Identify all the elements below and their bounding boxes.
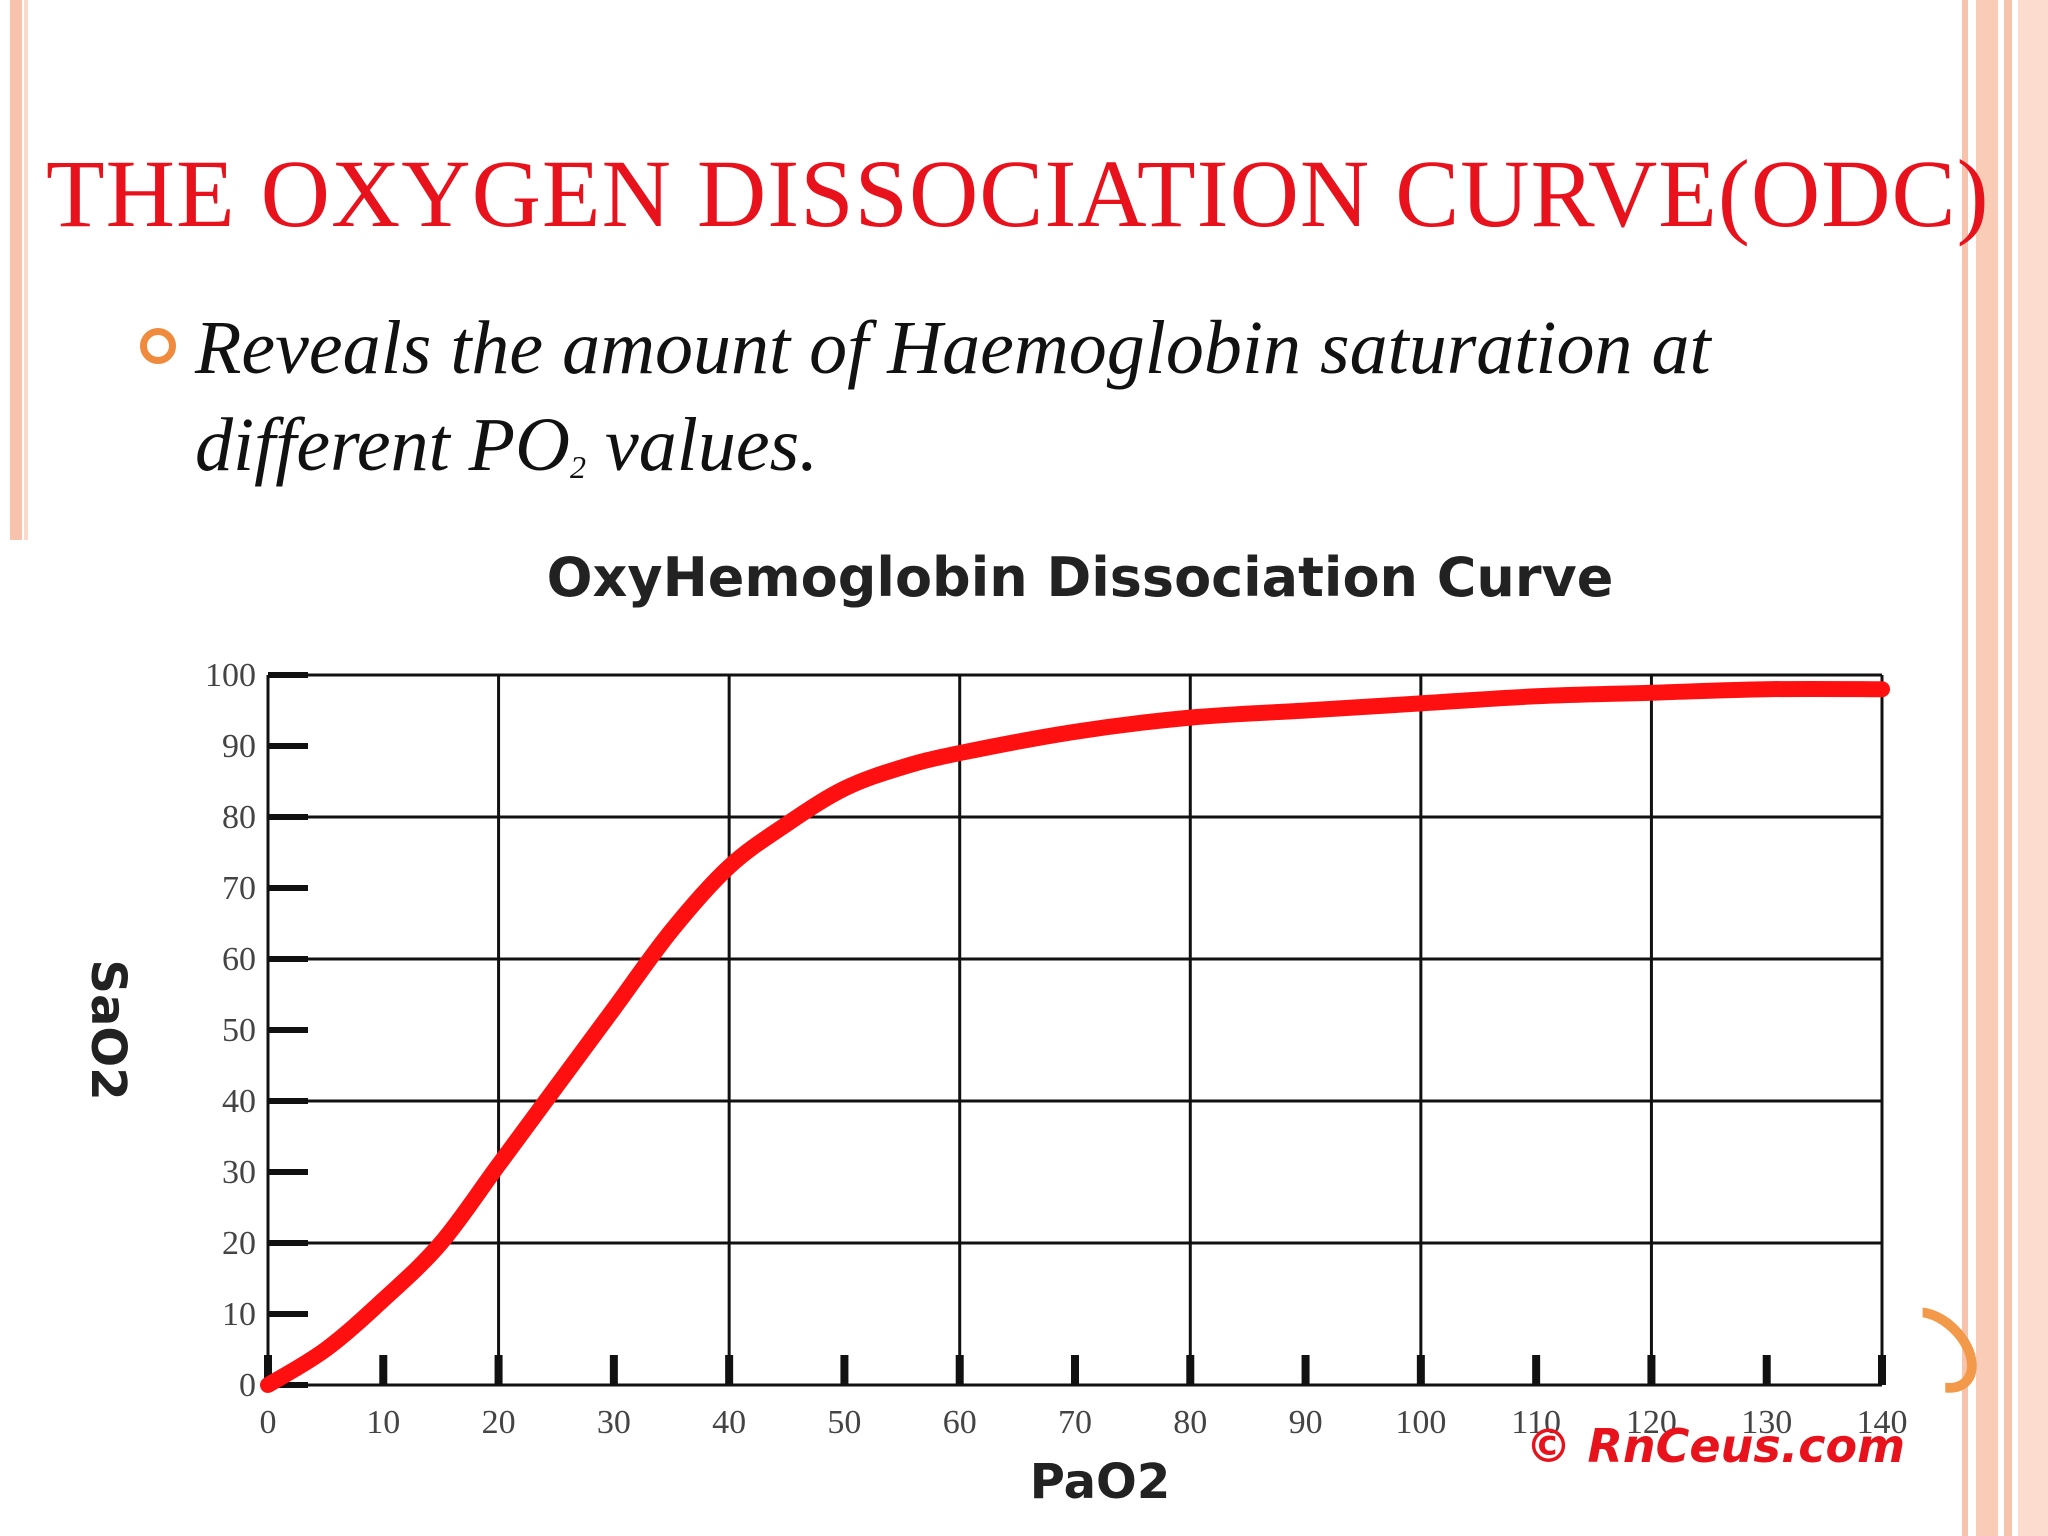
x-tick-label: 130: [1741, 1404, 1792, 1441]
curve-data-point: [439, 1242, 442, 1244]
curve-data-point: [958, 752, 961, 755]
y-axis-label: SaO2: [80, 959, 136, 1100]
x-tick-label: 80: [1173, 1404, 1207, 1441]
right-border-stripe: [2004, 0, 2012, 1536]
right-border-stripe: [1962, 0, 1968, 1536]
x-tick-label: 0: [260, 1404, 277, 1441]
x-tick-label: 120: [1626, 1404, 1677, 1441]
x-tick-label: 50: [827, 1404, 861, 1441]
bullet-text-main: Reveals the amount of Haemoglobin satura…: [195, 306, 1711, 487]
curve-data-point: [1765, 688, 1768, 691]
chart-ticks: 0 10 20 30 40 50 60 70 80 90 100 0 10 20 30 40 50 60 70 80 9…: [205, 657, 1908, 1441]
y-tick-label: 90: [222, 728, 256, 765]
bullet-text: Reveals the amount of Haemoglobin satura…: [195, 300, 1935, 516]
left-border-stripe-thin: [24, 0, 28, 540]
chart-series: [260, 680, 1890, 1393]
bullet-circle-icon: [140, 328, 176, 364]
saturation-curve: [260, 680, 1890, 1393]
curve-data-point: [612, 1007, 615, 1010]
bullet-subscript: 2: [570, 449, 586, 485]
y-tick-label: 70: [222, 870, 256, 907]
slide-title: THE OXYGEN DISSOCIATION CURVE(ODC): [46, 140, 1990, 247]
x-tick-label: 70: [1058, 1404, 1092, 1441]
x-tick-label: 20: [482, 1404, 516, 1441]
y-tick-label: 40: [222, 1083, 256, 1120]
curve-data-point: [324, 1348, 327, 1351]
curve-data-point: [1881, 688, 1883, 691]
right-border-stripe: [2018, 0, 2048, 1536]
curve-data-point: [843, 787, 846, 790]
bullet-text-end: values.: [586, 403, 819, 487]
curve-data-point: [670, 929, 673, 932]
x-tick-label: 100: [1395, 1404, 1446, 1441]
x-axis-label: PaO2: [1030, 1454, 1170, 1510]
oxyhemoglobin-chart: OxyHemoglobin Dissociation Curve 0 10 20 30…: [80, 546, 1908, 1510]
curve-data-point: [555, 1085, 558, 1088]
x-tick-label: 40: [712, 1404, 746, 1441]
curve-data-point: [1074, 730, 1076, 733]
curve-data-point: [1535, 695, 1538, 698]
y-tick-label: 50: [222, 1012, 256, 1049]
chart-grid: [266, 673, 1884, 1387]
y-tick-label: 0: [239, 1367, 256, 1404]
curve-data-point: [1419, 702, 1422, 705]
y-tick-label: 30: [222, 1154, 256, 1191]
y-tick-label: 100: [205, 657, 256, 694]
y-tick-label: 80: [222, 799, 256, 836]
curve-data-point: [382, 1298, 385, 1301]
curve-data-point: [785, 823, 788, 826]
x-tick-label: 110: [1511, 1404, 1561, 1441]
x-tick-label: 30: [597, 1404, 631, 1441]
chart-title: OxyHemoglobin Dissociation Curve: [547, 546, 1614, 609]
x-tick-label: 140: [1857, 1404, 1908, 1441]
x-tick-label: 60: [943, 1404, 977, 1441]
curve-data-point: [1189, 716, 1192, 719]
curve-data-point: [1650, 691, 1653, 694]
curve-data-point: [1304, 709, 1307, 712]
right-border-stripe: [1976, 0, 1998, 1536]
chart-credit: © RnCeus.com: [1525, 1419, 1905, 1473]
y-tick-label: 20: [222, 1225, 256, 1262]
x-tick-label: 90: [1289, 1404, 1323, 1441]
curve-data-point: [267, 1384, 269, 1386]
y-tick-label: 10: [222, 1296, 256, 1333]
curve-data-point: [497, 1163, 500, 1166]
y-tick-label: 60: [222, 941, 256, 978]
x-tick-label: 10: [366, 1404, 400, 1441]
curve-data-point: [728, 865, 731, 868]
left-border-stripe: [10, 0, 22, 540]
curve-data-point: [901, 766, 904, 769]
